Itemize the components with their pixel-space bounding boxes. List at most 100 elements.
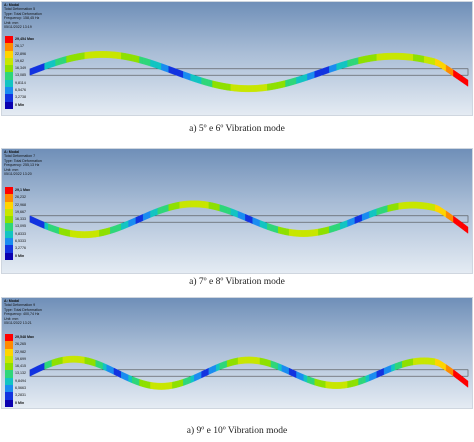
beam-segment <box>40 362 45 372</box>
legend-row: 29,1 Max <box>5 187 39 195</box>
beam-segment <box>157 61 162 71</box>
beam-segment <box>230 208 235 217</box>
analysis-title: A: Modal <box>4 299 20 303</box>
beam-segment <box>226 359 231 368</box>
beam-segment <box>91 358 96 367</box>
beam-segment <box>405 201 410 209</box>
beam-segment <box>226 206 231 216</box>
result-name: Total Deformation 7 <box>4 154 36 159</box>
beam-segment <box>131 376 137 385</box>
beam-segment <box>33 65 38 75</box>
beam-segment <box>48 359 53 369</box>
beam-segment <box>434 204 439 213</box>
beam-segment <box>453 369 458 380</box>
beam-segment <box>69 229 75 238</box>
beam-segment <box>194 200 199 208</box>
legend-swatch <box>5 201 13 209</box>
beam-segment <box>420 357 425 365</box>
beam-segment <box>318 68 323 77</box>
legend-swatch <box>5 245 13 253</box>
beam-segment <box>380 53 385 61</box>
beam-segment <box>267 359 272 368</box>
beam-segment <box>226 83 231 91</box>
beam-segment <box>354 57 359 66</box>
beam-segment <box>372 371 377 380</box>
beam-segment <box>434 358 439 367</box>
beam-segment <box>219 82 224 90</box>
beam-segment <box>44 221 49 231</box>
frequency: Frequency: 255,13 Hz <box>4 163 40 168</box>
legend-swatch <box>5 94 13 102</box>
beam-segment <box>438 359 443 369</box>
beam-segment <box>372 208 377 217</box>
beam-segment <box>329 64 334 73</box>
beam-segment <box>230 84 235 92</box>
beam-segment <box>245 213 250 223</box>
beam-segment <box>66 55 71 63</box>
legend-value: 22,982 <box>15 349 26 354</box>
deformed-beam-plot <box>29 51 469 93</box>
beam-segment <box>84 231 89 239</box>
beam-segment <box>121 221 126 231</box>
beam-segment <box>416 54 421 63</box>
beam-segment <box>179 378 184 388</box>
beam-segment <box>124 372 129 382</box>
beam-segment <box>110 51 115 59</box>
legend-swatch <box>5 334 13 342</box>
legend-row: 26,265 <box>5 341 39 349</box>
beam-segment <box>51 224 56 234</box>
beam-segment <box>117 369 122 379</box>
beam-segment <box>201 77 206 86</box>
beam-segment <box>267 83 272 91</box>
beam-segment <box>146 381 151 389</box>
frequency: Frequency: 158,45 Hz <box>4 16 40 21</box>
legend-swatch <box>5 57 13 66</box>
beam-segment <box>150 381 155 390</box>
beam-segment <box>329 225 334 234</box>
beam-segment <box>121 52 126 60</box>
beam-segment <box>427 202 432 211</box>
legend-row: 13,085 <box>5 72 39 80</box>
beam-segment <box>164 382 169 390</box>
legend-row: 29,454 Max <box>5 36 39 44</box>
beam-segment <box>409 358 414 366</box>
beam-segment <box>48 223 53 232</box>
beam-segment <box>296 229 301 237</box>
legend-max-value: 29,454 Max <box>15 37 34 41</box>
legend-swatch <box>5 36 13 44</box>
beam-segment <box>387 204 392 213</box>
beam-segment <box>303 374 308 383</box>
beam-segment <box>175 380 180 388</box>
beam-segment <box>99 51 104 58</box>
beam-segment <box>150 209 155 218</box>
beam-segment <box>113 51 118 59</box>
beam-segment <box>299 372 304 382</box>
beam-segment <box>278 363 283 372</box>
beam-segment <box>303 229 308 237</box>
beam-segment <box>179 69 184 79</box>
beam-segment <box>183 71 188 80</box>
beam-segment <box>431 357 436 366</box>
beam-segment <box>278 81 283 89</box>
legend-swatch <box>5 348 13 356</box>
beam-segment <box>121 371 126 381</box>
beam-segment <box>343 219 348 229</box>
legend-row: 6,5476 <box>5 87 39 95</box>
beam-segment <box>438 205 443 216</box>
beam-segment <box>263 358 268 367</box>
beam-segment <box>248 356 253 364</box>
beam-segment <box>420 55 425 63</box>
beam-segment <box>66 229 71 237</box>
beam-segment <box>321 380 326 389</box>
beam-segment <box>99 229 104 237</box>
beam-segment <box>124 220 129 229</box>
legend-swatch <box>5 392 13 400</box>
beam-segment <box>252 217 257 226</box>
legend-swatch <box>5 65 13 73</box>
legend-value: 9,8494 <box>15 378 26 383</box>
beam-segment <box>131 217 137 226</box>
unit: Unit: mm <box>4 316 19 321</box>
beam-segment <box>413 357 418 366</box>
legend-swatch <box>5 341 13 349</box>
beam-segment <box>391 203 396 212</box>
